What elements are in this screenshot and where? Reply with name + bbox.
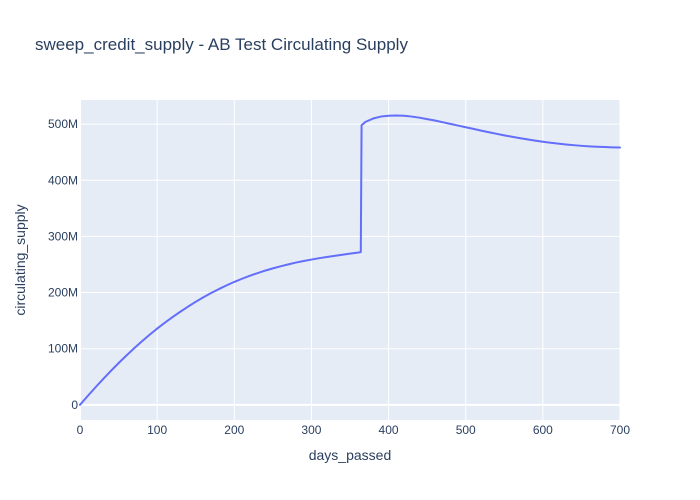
y-axis-title: circulating_supply — [12, 204, 28, 315]
x-tick-label: 600 — [533, 423, 553, 437]
plot-area — [80, 100, 620, 420]
chart-title: sweep_credit_supply - AB Test Circulatin… — [35, 35, 408, 54]
x-tick-label: 0 — [77, 423, 84, 437]
series-line — [79, 114, 621, 406]
y-tick-label: 300M — [48, 229, 78, 243]
y-tick-label: 200M — [48, 286, 78, 300]
x-tick-label: 300 — [301, 423, 321, 437]
x-tick-label: 100 — [147, 423, 167, 437]
y-tick-label: 500M — [48, 117, 78, 131]
x-tick-label: 400 — [379, 423, 399, 437]
x-axis-title: days_passed — [309, 447, 392, 463]
x-tick-label: 700 — [610, 423, 630, 437]
series-layer — [79, 114, 621, 406]
x-tick-label: 500 — [456, 423, 476, 437]
tick-labels: 0 100 200 300 400 500 600 700 0 100M 200M 300M 400M 5… — [48, 117, 630, 437]
grid-lines — [79, 100, 621, 420]
y-tick-label: 100M — [48, 342, 78, 356]
y-tick-label: 400M — [48, 173, 78, 187]
y-tick-label: 0 — [71, 398, 78, 412]
x-tick-label: 200 — [224, 423, 244, 437]
